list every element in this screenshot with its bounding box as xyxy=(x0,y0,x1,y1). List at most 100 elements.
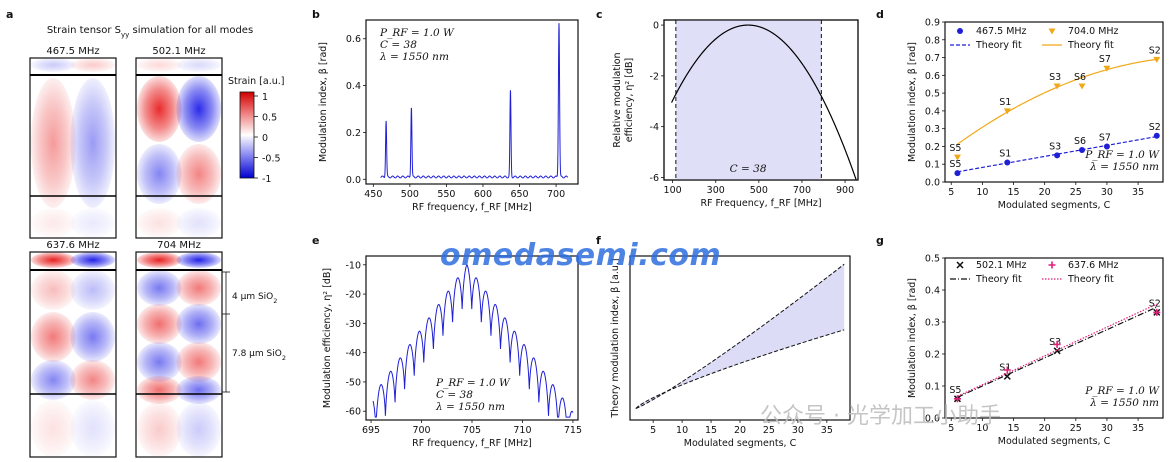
panel-letter-c: c xyxy=(596,8,603,21)
x-tick-label: 25 xyxy=(1070,423,1082,434)
x-axis-label: Modulated segments, C xyxy=(998,436,1111,447)
annotation: P_RF = 1.0 W xyxy=(1084,149,1160,161)
x-tick-label: 15 xyxy=(705,425,717,436)
strain-lobe xyxy=(136,376,182,404)
legend-marker xyxy=(1048,28,1056,35)
y-tick-label: 0.4 xyxy=(925,106,940,117)
x-tick-label: 450 xyxy=(364,189,382,200)
strain-lobe xyxy=(176,144,222,204)
strain-lobe xyxy=(136,252,182,268)
data-point xyxy=(1004,159,1011,166)
y-axis-label: Modulation index, β [rad] xyxy=(907,42,918,162)
strain-lobe xyxy=(136,76,182,142)
strain-box xyxy=(29,57,117,239)
data-point xyxy=(954,170,961,177)
y-tick-label: 0.6 xyxy=(925,71,940,82)
x-tick-label: 700 xyxy=(547,189,565,200)
series-line xyxy=(372,263,574,418)
mode-label: 637.6 MHz xyxy=(46,240,99,251)
y-tick-label: 0.1 xyxy=(925,382,940,393)
annotation: P_RF = 1.0 W xyxy=(1084,385,1160,397)
panel-c-chart: 695 700 705 710 715 -10 -20 -30 -40 -50 -60 xyxy=(345,255,582,436)
segment-label: S2 xyxy=(1149,298,1161,309)
segment-label: S5 xyxy=(949,143,961,154)
strain-lobe xyxy=(70,208,116,238)
data-point xyxy=(1003,372,1011,380)
x-tick-label: 5 xyxy=(650,425,656,436)
strain-lobe xyxy=(136,342,182,382)
segment-label: S2 xyxy=(1149,45,1161,56)
panel-d-chart: 100 300 500 700 900 0 -2 -4 -6 xyxy=(650,19,859,196)
colorbar-tick-label: 0.5 xyxy=(262,113,277,124)
series-line xyxy=(671,24,857,180)
x-tick-label: 715 xyxy=(564,425,582,436)
annotation: λ = 1550 nm xyxy=(1089,161,1159,173)
y-tick-label: -60 xyxy=(345,407,361,418)
y-axis-label: efficiency, η² [dB] xyxy=(624,58,635,142)
segment-label: S5 xyxy=(949,159,961,170)
strain-lobe xyxy=(70,78,116,208)
panel-e-chart: 5 10 15 20 25 30 35 xyxy=(629,255,851,436)
x-tick-label: 500 xyxy=(401,189,419,200)
annotation: P_RF = 1.0 W xyxy=(379,27,455,39)
y-tick-label: -20 xyxy=(345,290,361,301)
segment-label: S1 xyxy=(999,362,1011,373)
x-tick-label: 35 xyxy=(1132,187,1144,198)
strain-box xyxy=(135,57,223,239)
strain-box xyxy=(29,251,117,458)
data-point xyxy=(1078,83,1086,90)
y-tick-label: 0.6 xyxy=(346,34,361,45)
x-tick-label: 10 xyxy=(676,425,688,436)
plot-frame xyxy=(663,19,859,181)
data-point xyxy=(1153,56,1161,63)
strain-map-3 xyxy=(135,251,223,458)
x-tick-label: 705 xyxy=(463,425,481,436)
x-tick-label: 650 xyxy=(510,189,528,200)
colorbar-tick-label: 1 xyxy=(262,92,268,103)
lower-bound-line xyxy=(635,329,845,409)
strain-lobe xyxy=(70,312,116,362)
annotation: λ = 1550 nm xyxy=(435,401,505,413)
segment-label: S2 xyxy=(1149,122,1161,133)
x-tick-label: 25 xyxy=(763,425,775,436)
strain-lobe xyxy=(70,252,116,268)
strain-lobe xyxy=(176,270,222,306)
colorbar-tick-label: -1 xyxy=(262,174,271,185)
x-tick-label: 700 xyxy=(412,425,430,436)
data-point xyxy=(953,154,961,161)
x-tick-label: 25 xyxy=(1070,187,1082,198)
data-point xyxy=(1153,132,1160,139)
legend-label: Theory fit xyxy=(1067,274,1114,285)
y-tick-label: 0.8 xyxy=(925,35,940,46)
colorbar-label: Strain [a.u.] xyxy=(228,76,284,87)
layer1-label: 4 μm SiO2 xyxy=(232,292,277,305)
x-tick-label: 30 xyxy=(1101,187,1113,198)
y-tick-label: 0.5 xyxy=(925,254,940,265)
mode-label: 704 MHz xyxy=(157,240,201,251)
panel-letter-b: b xyxy=(312,8,320,21)
x-axis-label: RF frequency, f_RF [MHz] xyxy=(412,438,532,449)
y-axis-label: Modulation efficiency, η² [dB] xyxy=(322,268,333,408)
plot-frame xyxy=(365,19,579,185)
x-tick-label: 10 xyxy=(976,187,988,198)
data-point xyxy=(1103,65,1111,72)
panel-g-chart: 5 10 15 20 25 30 35 0.0 0.1 0.2 0.3 0.4 0.5 S5 S1 S3 S2 5… xyxy=(925,254,1164,434)
y-axis-label: Relative modulation xyxy=(612,52,623,147)
y-tick-label: -10 xyxy=(345,260,361,271)
upper-bound-line xyxy=(635,263,845,409)
x-tick-label: 30 xyxy=(1101,423,1113,434)
legend-marker xyxy=(957,28,963,34)
y-tick-label: 0.7 xyxy=(925,53,940,64)
x-tick-label: 5 xyxy=(948,423,954,434)
y-tick-label: 0.3 xyxy=(925,124,940,135)
legend-marker xyxy=(1048,261,1056,269)
strain-map-0 xyxy=(29,57,117,239)
strain-lobe xyxy=(30,270,76,310)
x-tick-label: 550 xyxy=(437,189,455,200)
y-tick-label: 0.0 xyxy=(925,414,940,425)
series-line xyxy=(380,23,569,179)
strain-lobe xyxy=(30,78,76,208)
panel-f-chart: 5 10 15 20 25 30 35 0.0 0.1 0.2 0.3 0.4 0.5 0.6 0.7 0.8… xyxy=(925,18,1164,198)
annotation: C = 38 xyxy=(730,163,767,175)
strain-lobe xyxy=(176,58,222,72)
